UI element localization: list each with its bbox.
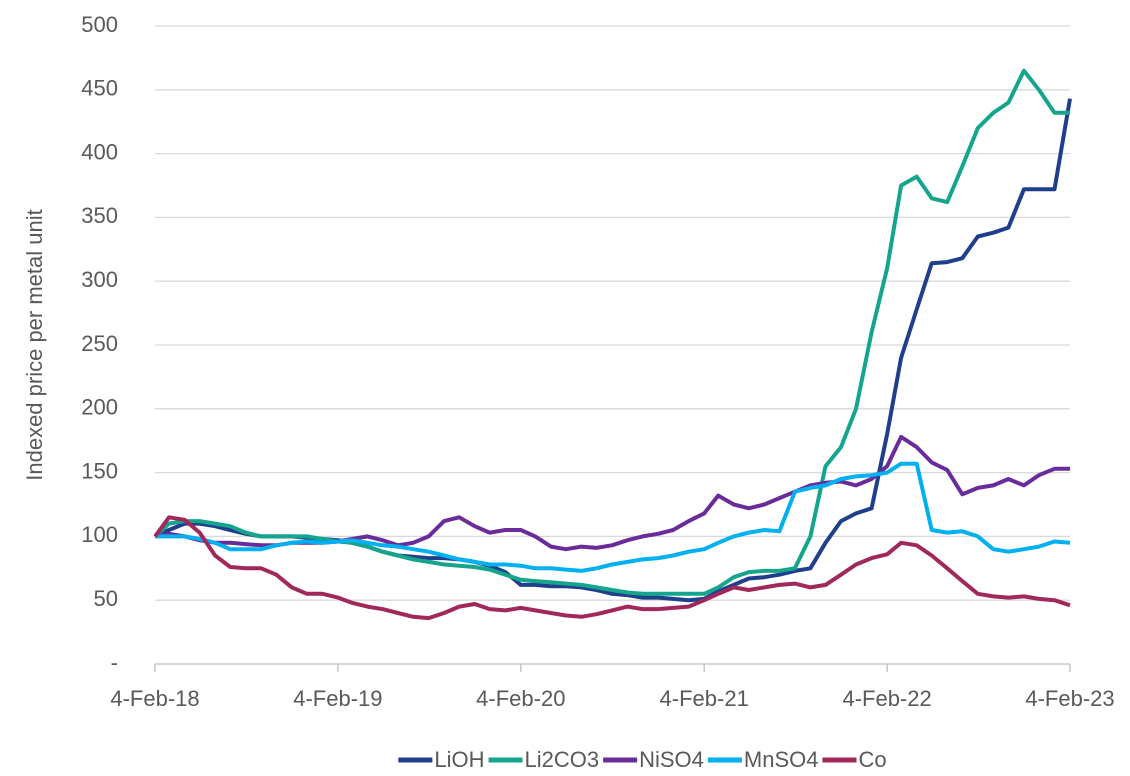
y-tick-label: 100 <box>81 522 118 547</box>
series-line <box>154 434 1070 552</box>
y-tick-label: 200 <box>81 395 118 420</box>
y-tick-label: 500 <box>81 12 118 37</box>
x-tick-label: 4-Feb-21 <box>660 686 749 711</box>
y-tick-label: - <box>111 650 118 675</box>
series-line <box>153 515 1071 621</box>
x-tick-label: 4-Feb-19 <box>293 686 382 711</box>
y-tick-label: 300 <box>81 267 118 292</box>
x-tick-label: 4-Feb-22 <box>842 686 931 711</box>
legend-label: MnSO4 <box>744 747 819 772</box>
y-tick-label: 150 <box>81 458 118 483</box>
series-line <box>155 461 1071 573</box>
series-line <box>153 68 1070 596</box>
x-tick-label: 4-Feb-18 <box>110 686 199 711</box>
legend-label: NiSO4 <box>639 747 704 772</box>
legend-label: Li2CO3 <box>525 747 600 772</box>
y-axis-label: Indexed price per metal unit <box>22 209 47 481</box>
y-tick-label: 400 <box>81 139 118 164</box>
series-line <box>154 98 1072 603</box>
y-tick-label: 450 <box>81 76 118 101</box>
x-tick-label: 4-Feb-20 <box>476 686 565 711</box>
y-tick-label: 50 <box>94 586 118 611</box>
y-tick-label: 250 <box>81 331 118 356</box>
legend-label: Co <box>858 747 886 772</box>
y-tick-label: 350 <box>81 203 118 228</box>
legend-label: LiOH <box>434 747 484 772</box>
x-tick-label: 4-Feb-23 <box>1025 686 1114 711</box>
